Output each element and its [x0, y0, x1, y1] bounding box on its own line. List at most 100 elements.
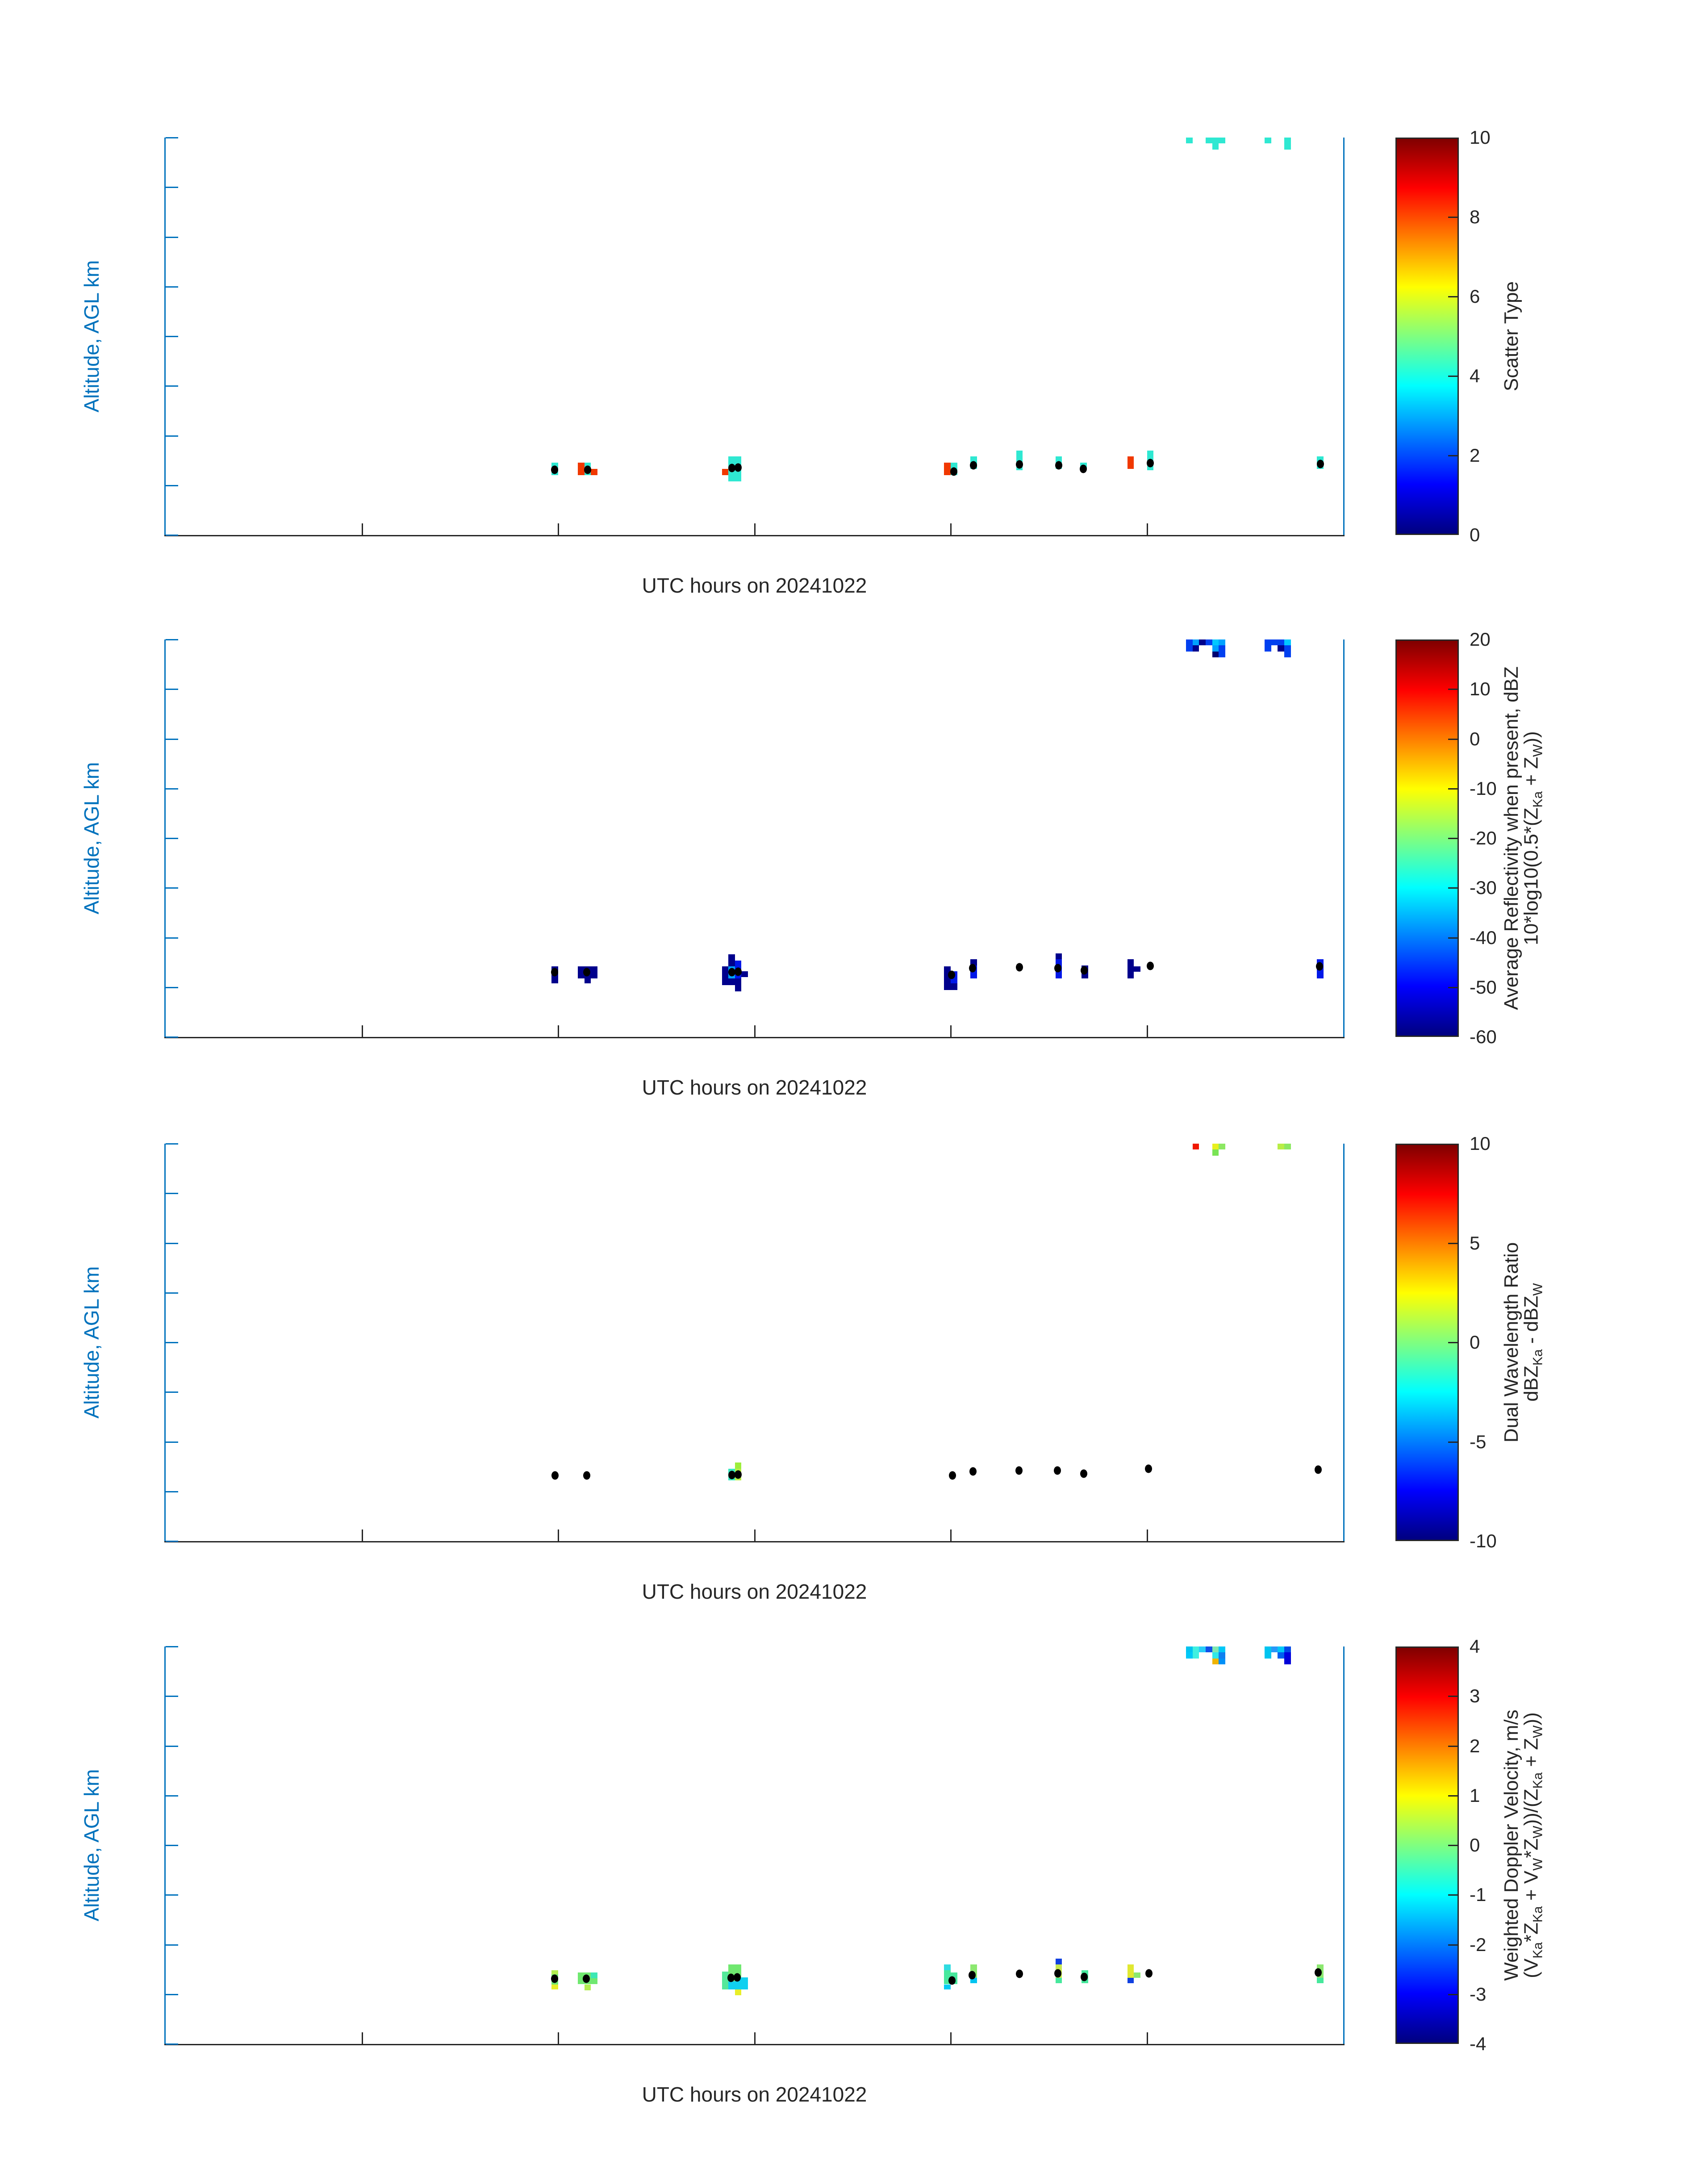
- y-tick-mark: [166, 937, 178, 939]
- colorbar-tick-label: -3: [1470, 1983, 1487, 2005]
- y-tick-mark: [166, 1391, 178, 1393]
- heatmap-cell: [577, 1972, 585, 1985]
- colorbar-tick-mark: [1448, 1993, 1459, 1995]
- y-tick-mark: [166, 485, 178, 486]
- label-text: 10*log10(0.5*(Z: [1520, 807, 1542, 945]
- heatmap-cell: [722, 1971, 728, 1989]
- colorbar-tick-label: -2: [1470, 1934, 1487, 1955]
- heatmap-cell: [1206, 639, 1213, 646]
- data-point-dot: [950, 467, 958, 476]
- colorbar-tick-mark: [1448, 738, 1459, 740]
- label-text: + Z: [1520, 1738, 1542, 1772]
- heatmap-cell: [1186, 1652, 1193, 1659]
- heatmap-cell: [1206, 138, 1226, 144]
- heatmap-cell: [722, 978, 742, 986]
- x-tick-mark: [754, 2032, 756, 2044]
- colorbar-tick-label: 1: [1470, 1784, 1480, 1806]
- heatmap-cell: [970, 959, 977, 965]
- data-point-dot: [551, 465, 559, 474]
- heatmap-cell: [1186, 138, 1193, 144]
- subscript-text: W: [1530, 744, 1545, 757]
- subscript-text: Ka: [1530, 1349, 1545, 1366]
- heatmap-cell: [1219, 651, 1226, 658]
- y-tick-mark: [166, 1745, 178, 1747]
- heatmap-cell: [1212, 651, 1219, 658]
- data-point-dot: [733, 1973, 741, 1982]
- heatmap-cell: [1278, 639, 1285, 646]
- y-tick-mark: [166, 639, 178, 640]
- colorbar-title: Dual Wavelength Ratio: [1500, 1242, 1523, 1442]
- label-text: *Z: [1520, 1838, 1542, 1858]
- heatmap-cell: [1219, 1658, 1226, 1665]
- heatmap-cell: [1055, 953, 1062, 960]
- colorbar-tick-mark: [1448, 1696, 1459, 1697]
- data-point-dot: [1080, 1972, 1088, 1981]
- heatmap-cell: [584, 978, 591, 983]
- y-axis-label: Altitude, AGL km: [80, 1769, 103, 1922]
- heatmap-cell: [1284, 1652, 1291, 1659]
- heatmap-cell: [1055, 1978, 1062, 1984]
- heatmap-cell: [1127, 959, 1134, 978]
- heatmap-cell: [1212, 1144, 1219, 1150]
- x-axis-label: UTC hours on 20241022: [642, 574, 867, 597]
- heatmap-cell: [1278, 1646, 1285, 1653]
- colorbar-tick-label: 0: [1470, 524, 1480, 545]
- data-point-dot: [551, 1974, 559, 1983]
- data-point-dot: [1146, 961, 1154, 970]
- data-point-dot: [948, 970, 955, 979]
- label-text: (V: [1520, 1958, 1542, 1978]
- data-point-dot: [1055, 461, 1062, 470]
- x-tick-mark: [1146, 1025, 1148, 1037]
- colorbar-tick-mark: [1448, 838, 1459, 839]
- colorbar-tick-label: 4: [1470, 365, 1480, 386]
- heatmap-cell: [735, 1462, 742, 1469]
- x-tick-mark: [754, 1025, 756, 1037]
- y-axis-spine: [164, 1646, 166, 2045]
- heatmap-cell: [1284, 1658, 1291, 1665]
- data-point-dot: [1314, 1968, 1322, 1977]
- data-point-dot: [969, 964, 977, 973]
- colorbar-tick-label: -50: [1470, 976, 1497, 998]
- x-tick-mark: [361, 1529, 363, 1541]
- x-axis-label: UTC hours on 20241022: [642, 1076, 867, 1099]
- heatmap-cell: [1127, 1964, 1134, 1978]
- heatmap-cell: [722, 469, 728, 476]
- colorbar-tick-label: 10: [1470, 1133, 1491, 1154]
- y-tick-mark: [166, 385, 178, 387]
- heatmap-cell: [728, 1981, 735, 1989]
- y-tick-mark: [166, 1541, 178, 1542]
- colorbar-title-formula: dBZKa - dBZW: [1520, 1283, 1546, 1401]
- data-point-dot: [948, 1976, 956, 1985]
- x-axis-spine: [164, 535, 1345, 536]
- heatmap-cell: [1278, 1144, 1285, 1150]
- x-tick-mark: [558, 1025, 559, 1037]
- heatmap-cell: [944, 1984, 951, 1989]
- heatmap-cell: [944, 983, 957, 990]
- colorbar-tick-mark: [1448, 455, 1459, 456]
- heatmap-cell: [1134, 966, 1140, 972]
- x-tick-mark: [1146, 1529, 1148, 1541]
- colorbar-tick-label: -60: [1470, 1026, 1497, 1047]
- y-tick-mark: [166, 1143, 178, 1145]
- colorbar-tick-mark: [1448, 689, 1459, 690]
- subscript-text: Ka: [1530, 1942, 1545, 1959]
- data-point-dot: [728, 464, 735, 472]
- data-point-dot: [1015, 963, 1023, 972]
- y-tick-mark: [166, 1696, 178, 1697]
- colorbar-tick-mark: [1448, 788, 1459, 790]
- data-point-dot: [1080, 464, 1087, 473]
- y-tick-mark: [166, 1342, 178, 1343]
- y-tick-mark: [166, 838, 178, 839]
- heatmap-cell: [944, 966, 951, 972]
- x-tick-mark: [558, 523, 559, 535]
- subscript-text: W: [1530, 1725, 1545, 1738]
- label-text: Dual Wavelength Ratio: [1500, 1242, 1522, 1443]
- heatmap-cell: [944, 462, 951, 476]
- x-axis-label: UTC hours on 20241022: [642, 2083, 867, 2106]
- data-point-dot: [1080, 966, 1088, 975]
- y-tick-mark: [166, 286, 178, 288]
- heatmap-cell: [1212, 645, 1219, 652]
- subscript-text: W: [1530, 1858, 1545, 1871]
- data-point-dot: [583, 1471, 591, 1480]
